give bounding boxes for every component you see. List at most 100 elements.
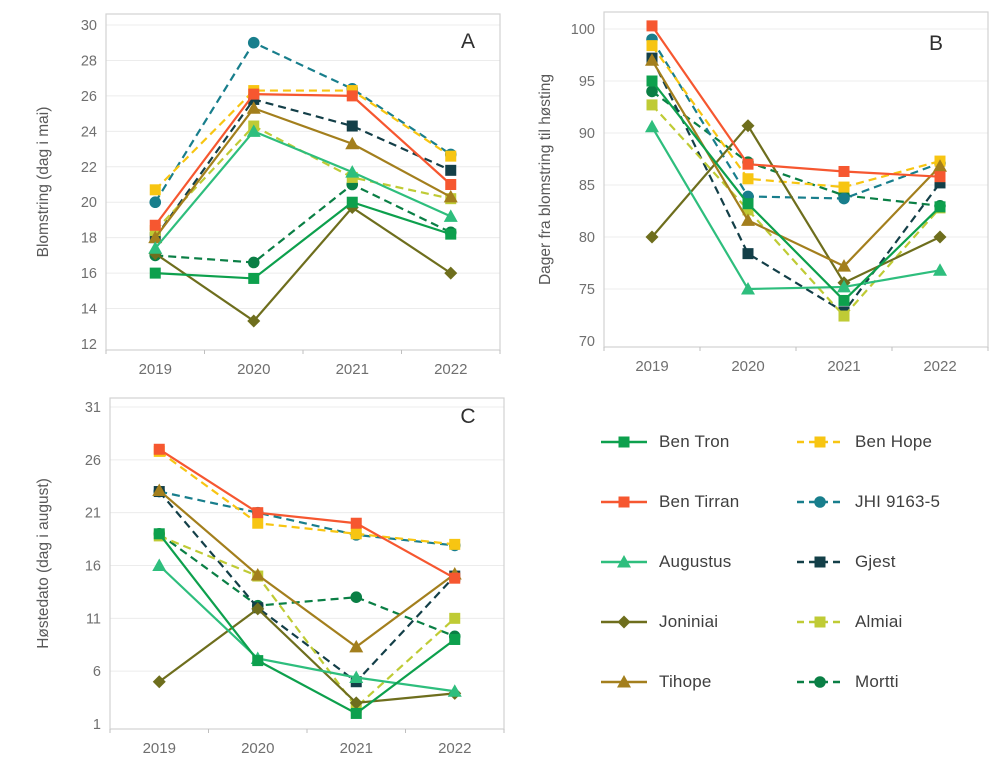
series-marker-augustus	[645, 119, 659, 133]
y-tick-label: 21	[85, 506, 101, 522]
series-marker-augustus	[837, 279, 851, 293]
legend-row: Ben Tron Ben Hope	[600, 412, 996, 472]
legend-sample-marker-mortti	[814, 676, 826, 688]
y-tick-label: 26	[81, 89, 97, 105]
legend-key-gjest	[797, 556, 843, 568]
series-marker-ben-tirran	[346, 90, 358, 102]
panel-letter: B	[929, 32, 943, 55]
legend-label: Augustus	[659, 552, 732, 571]
y-axis-title: Høstedato (dag i august)	[35, 478, 52, 649]
series-marker-ben-tron	[742, 198, 754, 210]
series-marker-ben-tron	[449, 633, 461, 645]
legend-label: Mortti	[855, 672, 899, 691]
legend-key-ben-hope	[797, 436, 843, 448]
plot-area	[105, 13, 501, 351]
y-tick-label: 100	[571, 22, 595, 38]
y-tick-label: 16	[85, 559, 101, 575]
x-tick-label: 2020	[241, 740, 274, 757]
series-marker-ben-tirran	[153, 443, 165, 455]
series-marker-ben-tron	[445, 228, 457, 240]
series-marker-ben-hope	[350, 528, 362, 540]
series-marker-ben-tron	[646, 75, 658, 87]
series-marker-ben-tirran	[252, 507, 264, 519]
series-marker-ben-hope	[742, 173, 754, 185]
series-marker-mortti	[646, 85, 658, 98]
series-marker-gjest	[742, 248, 754, 260]
series-marker-joniniai	[349, 696, 363, 710]
series-marker-ben-tron	[248, 272, 260, 284]
series-marker-augustus	[148, 241, 163, 254]
series-marker-gjest	[445, 164, 457, 176]
series-marker-augustus	[349, 670, 364, 684]
y-tick-label: 75	[579, 282, 595, 298]
y-tick-label: 22	[81, 160, 97, 176]
y-axis-title: Blomstring (dag i mai)	[35, 107, 52, 258]
series-marker-ben-tirran	[350, 517, 362, 529]
series-marker-tihope	[148, 230, 163, 244]
series-marker-tihope	[152, 483, 167, 496]
series-marker-ben-tron	[350, 707, 362, 719]
series-line-mortti	[158, 532, 456, 638]
legend-key-augustus	[601, 555, 647, 568]
legend: Ben Tron Ben Hope Ben Tirran JHI 9163-5 Augu…	[600, 412, 996, 712]
series-line-jhi-9163-5	[154, 41, 452, 203]
legend-label: Ben Tirran	[659, 492, 740, 511]
series-line-ben-tron	[155, 200, 452, 280]
series-line-joniniai	[651, 123, 941, 285]
legend-row: Tihope Mortti	[600, 652, 996, 712]
series-line-almiai	[651, 104, 941, 318]
series-marker-augustus	[246, 124, 261, 137]
x-tick-label: 2019	[139, 361, 172, 378]
series-marker-ben-tron	[149, 267, 161, 279]
series-marker-jhi-9163-5	[149, 196, 162, 209]
legend-sample-marker-almiai	[814, 616, 826, 628]
y-tick-label: 24	[81, 124, 97, 140]
legend-row: Augustus Gjest	[600, 532, 996, 592]
x-tick-label: 2020	[237, 361, 270, 378]
series-marker-ben-hope	[449, 538, 461, 550]
panel-letter: A	[461, 30, 475, 53]
series-line-ben-tron	[158, 533, 456, 715]
legend-sample-marker-ben-tirran	[618, 496, 630, 508]
series-marker-ben-hope	[149, 184, 161, 196]
y-tick-label: 95	[579, 74, 595, 90]
legend-item-mortti: Mortti	[796, 672, 899, 692]
legend-label: Ben Tron	[659, 432, 730, 451]
series-marker-ben-hope	[838, 181, 850, 193]
legend-item-ben-tirran: Ben Tirran	[600, 492, 796, 512]
series-line-ben-hope	[651, 44, 941, 189]
series-line-mortti	[651, 90, 941, 207]
series-marker-joniniai	[741, 119, 755, 133]
y-tick-label: 18	[81, 231, 97, 247]
legend-key-jhi-9163-5	[797, 496, 843, 508]
panel-letter: C	[460, 405, 475, 428]
series-marker-augustus	[443, 209, 458, 222]
series-marker-joniniai	[247, 314, 261, 328]
series-marker-augustus	[447, 684, 462, 697]
series-line-ben-hope	[158, 450, 455, 546]
series-marker-almiai	[449, 612, 461, 624]
legend-sample-marker-ben-hope	[814, 436, 826, 448]
series-marker-ben-hope	[252, 517, 264, 529]
chart-b: 70 75 80 85 90 95 100 2019 2020 2021 2022 Dager fra…	[538, 11, 989, 375]
series-line-gjest	[158, 490, 456, 684]
x-tick-label: 2021	[336, 361, 369, 378]
y-tick-label: 70	[579, 334, 595, 350]
y-tick-label: 28	[81, 53, 97, 69]
legend-label: Joniniai	[659, 612, 719, 631]
panel-b: 70 75 80 85 90 95 100 2019 2020 2021 2022 Dager fra…	[538, 0, 1000, 383]
series-line-tihope	[651, 59, 941, 268]
series-marker-almiai	[838, 310, 850, 322]
series-marker-gjest	[346, 120, 358, 132]
x-tick-label: 2019	[143, 740, 176, 757]
legend-sample-marker-ben-tron	[618, 436, 630, 448]
legend-key-ben-tirran	[601, 496, 647, 508]
y-tick-label: 80	[579, 230, 595, 246]
series-marker-ben-hope	[445, 150, 457, 162]
series-marker-tihope	[837, 259, 851, 272]
series-marker-tihope	[443, 189, 458, 203]
legend-row: Ben Tirran JHI 9163-5	[600, 472, 996, 532]
legend-label: JHI 9163-5	[855, 492, 941, 511]
series-line-ben-hope	[154, 89, 452, 191]
